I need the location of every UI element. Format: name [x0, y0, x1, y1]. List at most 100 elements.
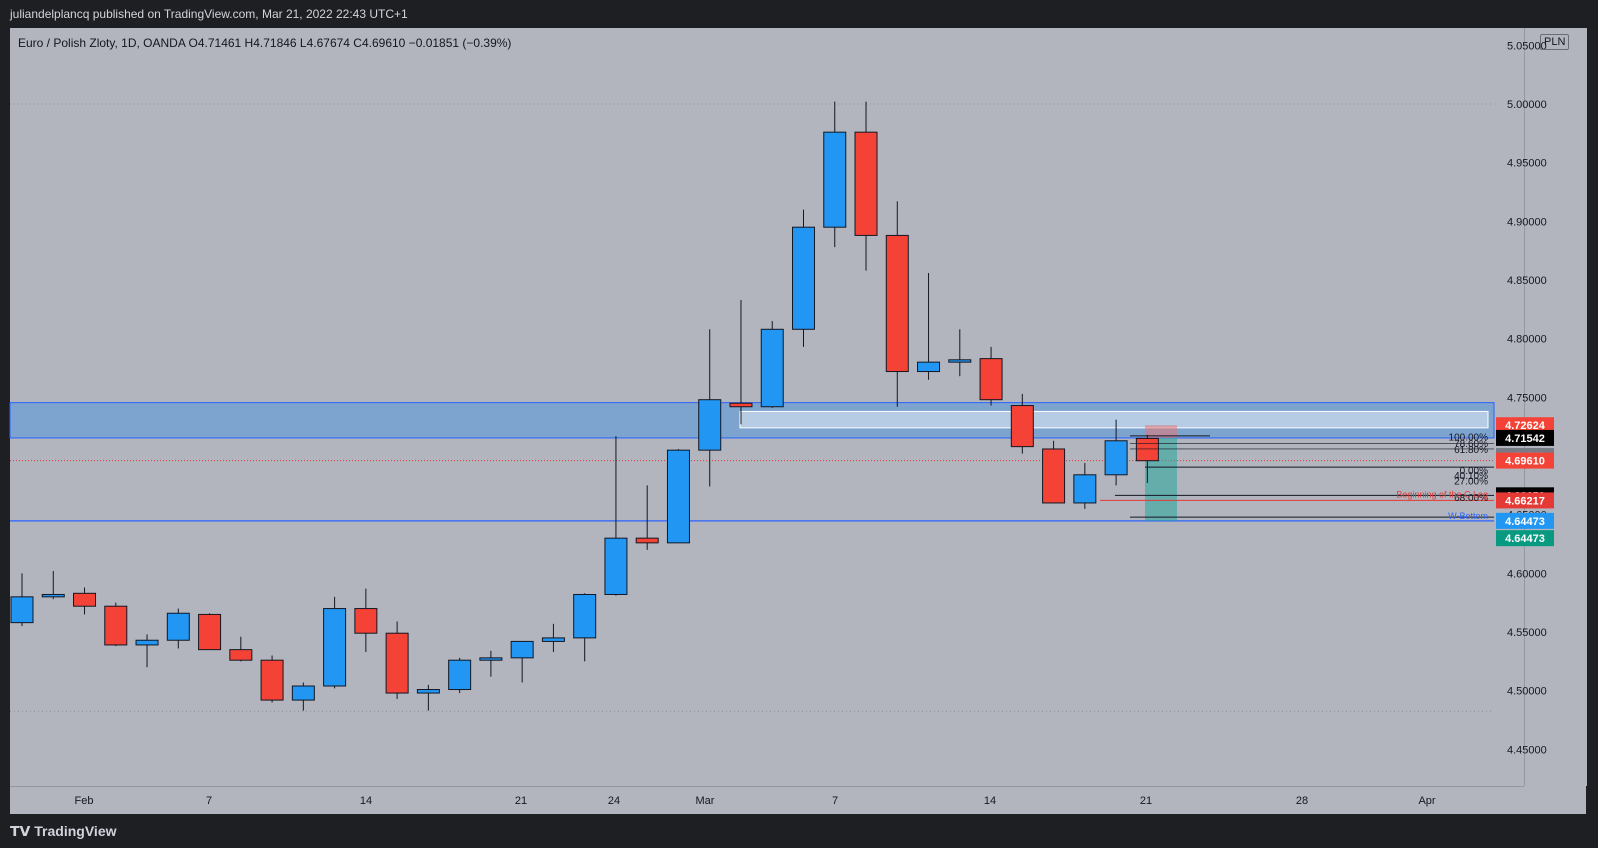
price-tag-bg: [1496, 452, 1554, 469]
candle-body: [260, 659, 284, 701]
candle: [1073, 463, 1097, 509]
fib-label: 78.60%: [1454, 439, 1488, 450]
candle-body: [854, 131, 878, 236]
candle: [510, 640, 534, 683]
price-tag-label: 4.64473: [1505, 533, 1545, 545]
candle-body: [1010, 405, 1034, 448]
candle-body: [666, 449, 690, 544]
candle: [416, 684, 440, 711]
annotation-c-leg: Beginning of the C Leg: [1396, 489, 1488, 499]
x-tick-label: 14: [360, 795, 372, 807]
candle-body: [10, 596, 34, 624]
price-tag-bg: [1496, 492, 1554, 509]
candle-body: [760, 328, 784, 408]
candle-body: [979, 358, 1003, 401]
price-tag-bg: [1496, 530, 1554, 547]
price-tag-label: 4.69610: [1505, 456, 1545, 468]
candle-body: [510, 640, 534, 659]
candle-body: [1042, 448, 1066, 504]
candle: [479, 650, 503, 677]
candle: [1135, 434, 1159, 484]
y-tick-label: 4.50000: [1507, 686, 1547, 698]
fib-label: 27.00%: [1454, 477, 1488, 488]
candle: [1042, 440, 1066, 504]
candle-body: [698, 399, 722, 451]
candle: [354, 588, 378, 652]
candle-body: [104, 605, 128, 646]
candle: [885, 201, 909, 407]
candle: [541, 623, 565, 652]
brand-name: TradingView: [34, 823, 117, 839]
fib-label: 100.00%: [1449, 432, 1489, 443]
candle: [729, 299, 753, 425]
candle-body: [948, 359, 972, 363]
y-tick-label: 4.75000: [1507, 392, 1547, 404]
candle-body: [448, 659, 472, 691]
x-tick-label: 14: [984, 795, 996, 807]
fib-label: 61.80%: [1454, 445, 1488, 456]
candle-body: [1104, 440, 1128, 476]
candle-body: [917, 361, 941, 373]
candle: [698, 329, 722, 487]
candle: [573, 593, 597, 662]
price-tag-label: 4.64473: [1505, 516, 1545, 528]
x-tick-label: 24: [608, 795, 620, 807]
x-tick-label: 7: [206, 795, 212, 807]
candle-body: [1135, 437, 1159, 462]
candle-body: [135, 639, 159, 646]
candle: [1104, 419, 1128, 486]
y-tick-label: 4.80000: [1507, 334, 1547, 346]
price-tag-bg: [1496, 417, 1554, 434]
candle: [166, 608, 190, 649]
candle: [135, 634, 159, 668]
candle-body: [635, 537, 659, 544]
candle: [291, 682, 315, 711]
footer-bar: 𝗧𝗩 TradingView: [0, 814, 1598, 848]
candle: [760, 321, 784, 408]
price-tag-label: 4.71542: [1505, 433, 1545, 445]
currency-badge[interactable]: PLN: [1540, 34, 1570, 50]
risk-zone: [1145, 425, 1177, 438]
y-tick-label: 5.05000: [1507, 40, 1547, 52]
x-tick-label: 21: [515, 795, 527, 807]
candle: [1010, 393, 1034, 454]
price-tag-label: 4.66217: [1505, 495, 1545, 507]
candle: [823, 101, 847, 248]
brand-mark: 𝗧𝗩: [10, 823, 35, 839]
y-tick-label: 4.45000: [1507, 744, 1547, 756]
annotation-w-bottom: W-Bottom: [1448, 511, 1488, 521]
candle: [948, 329, 972, 377]
top-bar: juliandelplancq published on TradingView…: [0, 0, 1598, 28]
candle: [666, 448, 690, 544]
candle: [979, 346, 1003, 406]
candle-body: [823, 131, 847, 228]
symbol-legend: Euro / Polish Zloty, 1D, OANDA O4.71461 …: [18, 36, 512, 50]
candle-body: [323, 608, 347, 687]
candle-body: [166, 612, 190, 641]
price-tag-bg: [1496, 429, 1554, 446]
candle-body: [416, 689, 440, 694]
time-axis[interactable]: [10, 786, 1524, 815]
fib-label: 40.10%: [1454, 471, 1488, 482]
candle-body: [729, 402, 753, 408]
candle: [229, 636, 253, 662]
candle: [323, 596, 347, 689]
y-tick-label: 4.95000: [1507, 158, 1547, 170]
price-tag-bg: [1496, 512, 1554, 529]
tradingview-logo-icon[interactable]: 𝗧𝗩 TradingView: [10, 823, 117, 840]
candle-body: [885, 234, 909, 373]
candle: [385, 621, 409, 699]
candle: [792, 209, 815, 347]
candle-body: [291, 685, 315, 701]
price-tag-label: 4.72624: [1505, 420, 1546, 432]
price-tag: 4.64473: [1496, 530, 1554, 547]
candle-body: [479, 657, 503, 661]
candle-body: [604, 537, 628, 595]
candle-body: [1073, 474, 1097, 504]
y-tick-label: 4.85000: [1507, 275, 1547, 287]
candle-body: [573, 593, 597, 639]
fib-label: 0.00%: [1460, 466, 1488, 477]
x-tick-label: Apr: [1418, 795, 1435, 807]
price-axis[interactable]: [1524, 28, 1587, 786]
